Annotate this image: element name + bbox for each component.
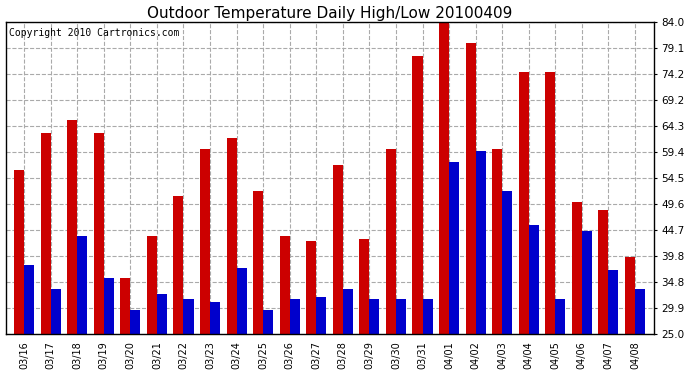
Bar: [306, 241, 316, 334]
Bar: [386, 148, 396, 334]
Bar: [120, 278, 130, 334]
Bar: [413, 56, 422, 334]
Bar: [555, 299, 565, 334]
Bar: [67, 120, 77, 334]
Bar: [253, 191, 263, 334]
Bar: [439, 22, 449, 334]
Bar: [502, 191, 512, 334]
Bar: [184, 299, 194, 334]
Bar: [14, 170, 24, 334]
Bar: [147, 236, 157, 334]
Bar: [157, 294, 167, 334]
Bar: [449, 162, 459, 334]
Bar: [77, 236, 88, 334]
Bar: [529, 225, 539, 334]
Bar: [635, 289, 645, 334]
Bar: [104, 278, 114, 334]
Bar: [492, 148, 502, 334]
Bar: [519, 72, 529, 334]
Bar: [369, 299, 380, 334]
Bar: [263, 310, 273, 334]
Bar: [343, 289, 353, 334]
Bar: [396, 299, 406, 334]
Bar: [50, 289, 61, 334]
Bar: [466, 43, 475, 334]
Bar: [130, 310, 141, 334]
Text: Copyright 2010 Cartronics.com: Copyright 2010 Cartronics.com: [9, 28, 179, 38]
Bar: [572, 202, 582, 334]
Bar: [316, 297, 326, 334]
Bar: [290, 299, 300, 334]
Bar: [422, 299, 433, 334]
Bar: [210, 302, 220, 334]
Bar: [279, 236, 290, 334]
Bar: [200, 148, 210, 334]
Bar: [609, 270, 618, 334]
Bar: [625, 257, 635, 334]
Bar: [582, 231, 592, 334]
Bar: [545, 72, 555, 334]
Bar: [24, 265, 34, 334]
Bar: [598, 210, 609, 334]
Bar: [237, 268, 247, 334]
Bar: [41, 133, 50, 334]
Bar: [173, 196, 184, 334]
Bar: [359, 238, 369, 334]
Bar: [226, 138, 237, 334]
Bar: [333, 165, 343, 334]
Bar: [475, 152, 486, 334]
Title: Outdoor Temperature Daily High/Low 20100409: Outdoor Temperature Daily High/Low 20100…: [147, 6, 512, 21]
Bar: [94, 133, 104, 334]
